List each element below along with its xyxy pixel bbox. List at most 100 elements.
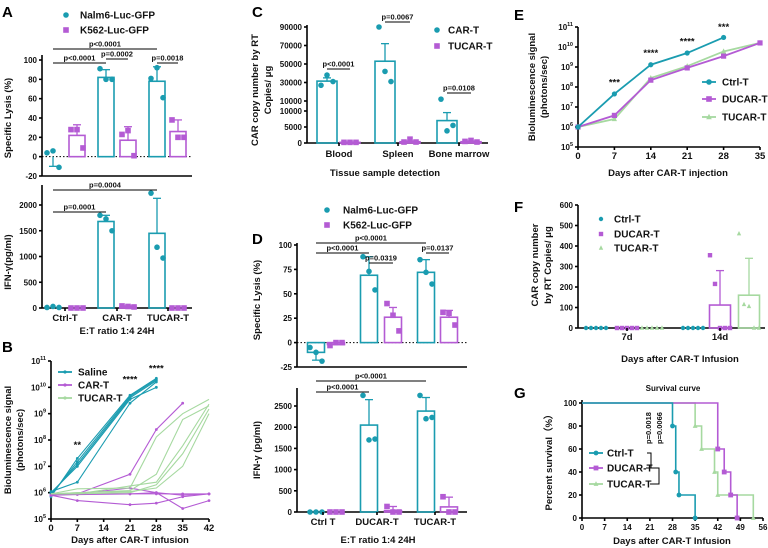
significance-stars: ****: [680, 37, 695, 48]
legend: CAR-T TUCAR-T: [434, 26, 492, 53]
y-tick-label: 2000: [19, 201, 37, 210]
data-point: [440, 493, 446, 500]
bar: [359, 274, 379, 344]
y-tick-exponent: 7: [570, 102, 573, 108]
legend-marker: [63, 383, 67, 387]
y-tick-label: 1010: [31, 382, 46, 392]
data-point: [341, 139, 347, 146]
data-point: [721, 53, 727, 59]
p-value-label: p=0.0004: [89, 181, 122, 190]
legend-label: TUCAR-T: [614, 244, 658, 255]
data-point: [128, 472, 132, 476]
censor-marker: [734, 515, 740, 521]
data-point: [721, 34, 727, 41]
p-value-label: p=0.0018: [644, 412, 653, 444]
x-tick-label: 35: [177, 523, 188, 534]
censor-marker: [670, 423, 675, 429]
legend: Ctrl-T DUCAR-T TUCAR-T: [598, 215, 660, 255]
x-tick-label: 42: [713, 523, 722, 532]
data-point: [429, 414, 435, 421]
data-point: [611, 91, 618, 97]
data-point: [659, 325, 665, 330]
y-tick-exponent: 5: [43, 514, 46, 520]
p-value-label: p<0.0001: [64, 54, 96, 63]
y-tick-label: 500: [279, 487, 293, 496]
data-point: [154, 491, 158, 495]
p-value-label: p=0.0066: [655, 412, 664, 444]
data-point: [588, 325, 594, 331]
p-value-label: p<0.0001: [327, 244, 359, 253]
data-point: [307, 509, 313, 515]
censor-marker: [692, 515, 698, 521]
legend: Ctrl-T DUCAR-T TUCAR-T: [702, 78, 768, 124]
data-point: [181, 134, 187, 141]
data-point: [390, 312, 396, 319]
data-point: [598, 325, 604, 331]
data-point: [131, 152, 137, 159]
data-point: [175, 134, 181, 141]
data-point: [319, 358, 325, 364]
y-tick-label: 1010: [558, 42, 573, 52]
bar: [708, 304, 732, 329]
bar-chart-f: 0 100 200 300 400 500 600 7d 14d Days after CAR-T…: [530, 201, 765, 365]
mouse-line: [50, 398, 210, 495]
data-point: [654, 325, 660, 330]
y-tick-label: 107: [561, 102, 573, 112]
legend: Nalm6-Luc-GFP K562-Luc-GFP: [63, 11, 155, 37]
censor-marker: [750, 515, 756, 520]
x-tick-label: 14: [646, 151, 657, 162]
data-point: [339, 339, 345, 346]
y-tick-exponent: 8: [570, 82, 573, 88]
legend-marker: [593, 481, 599, 486]
censor-marker: [692, 423, 698, 428]
data-point: [700, 325, 706, 331]
y-axis-title: Specific Lysis (%): [252, 260, 263, 340]
data-point: [603, 325, 609, 331]
significance-stars: ***: [718, 22, 729, 33]
legend-label: DUCAR-T: [722, 95, 768, 106]
y-tick-label: 40: [28, 114, 37, 123]
legend-label: Ctrl-T: [607, 449, 634, 460]
data-point: [423, 415, 429, 422]
x-category-label: 7d: [621, 332, 632, 343]
data-point: [382, 68, 388, 75]
y-tick-label: 400: [560, 242, 574, 251]
data-point: [462, 138, 468, 145]
x-tick-label: 14: [623, 523, 632, 532]
y-tick-label: 500: [24, 278, 38, 287]
legend: Ctrl-T DUCAR-T TUCAR-T: [589, 449, 653, 491]
data-point: [593, 325, 599, 331]
x-category-label: 14d: [712, 332, 729, 343]
legend-marker: [706, 96, 712, 102]
y-tick-label: 0: [33, 304, 38, 313]
y-tick-label: 0: [33, 153, 38, 162]
x-tick-label: 28: [151, 523, 162, 534]
y-tick-label: 108: [34, 435, 46, 445]
data-point: [160, 255, 166, 261]
data-point: [722, 325, 728, 331]
data-point: [128, 503, 132, 507]
data-point: [413, 139, 419, 145]
legend-label: TUCAR-T: [448, 42, 492, 53]
p-value-label: p<0.0001: [355, 234, 387, 243]
data-point: [119, 303, 125, 309]
bar: [439, 316, 459, 344]
data-point: [207, 492, 211, 496]
data-point: [44, 150, 50, 156]
y-tick-label: 60: [28, 95, 37, 104]
y-tick-label: 1500: [274, 444, 292, 453]
y-tick-exponent: 10: [567, 42, 573, 48]
bar: [97, 220, 115, 309]
legend-label: CAR-T: [78, 381, 109, 392]
panel-label: D: [252, 231, 263, 248]
data-point: [452, 322, 458, 328]
y-axis-title: IFN-γ(pg/ml): [3, 234, 14, 289]
y-tick-label: 5000: [284, 123, 302, 132]
data-point: [80, 145, 86, 151]
p-value-label: p<0.0001: [89, 40, 121, 49]
